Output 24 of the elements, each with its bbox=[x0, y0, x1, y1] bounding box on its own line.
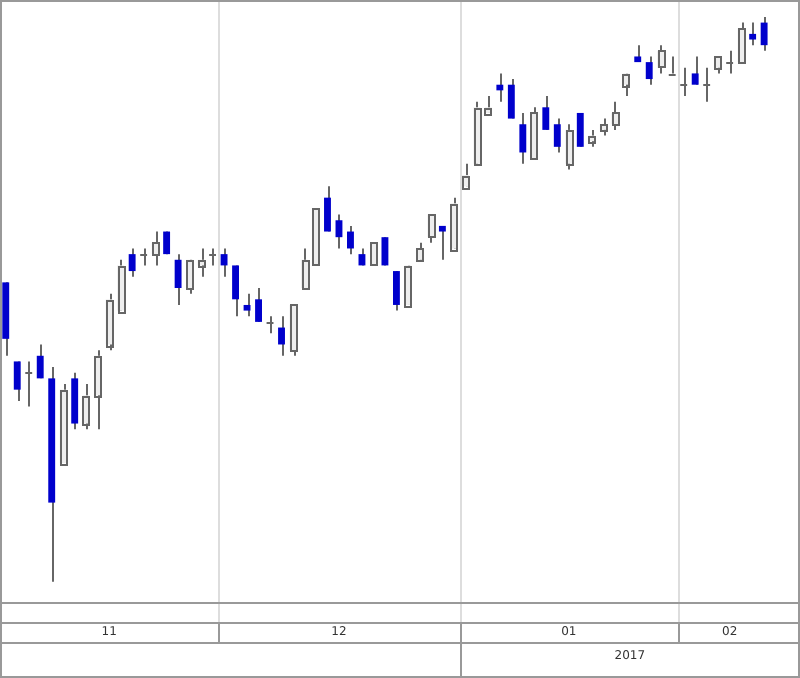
candlestick bbox=[392, 270, 400, 312]
candlestick bbox=[496, 72, 504, 103]
candlestick bbox=[324, 185, 331, 233]
candlestick bbox=[725, 49, 735, 75]
candlestick bbox=[679, 66, 689, 97]
candlestick bbox=[702, 66, 712, 103]
candlestick bbox=[542, 95, 550, 131]
candlestick bbox=[519, 111, 527, 165]
candlestick bbox=[553, 117, 561, 154]
candlestick bbox=[36, 343, 44, 380]
candlestick bbox=[691, 55, 699, 86]
candlestick bbox=[243, 292, 251, 318]
candlestick bbox=[232, 264, 239, 318]
candlestick bbox=[507, 78, 515, 120]
candlestick bbox=[13, 360, 21, 402]
candlestick bbox=[667, 55, 677, 76]
candlestick bbox=[278, 315, 285, 357]
candlestick bbox=[760, 15, 768, 52]
candlestick bbox=[220, 247, 228, 278]
candlestick bbox=[255, 287, 262, 323]
candlestick bbox=[347, 224, 354, 256]
candlestick bbox=[24, 360, 34, 408]
candlestick bbox=[174, 253, 182, 306]
candlestick bbox=[645, 55, 653, 86]
